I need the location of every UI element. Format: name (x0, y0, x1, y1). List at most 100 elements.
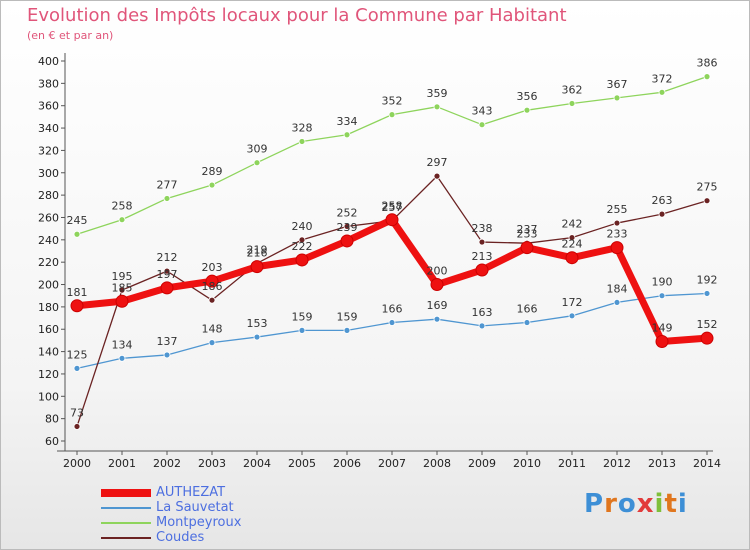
data-point (430, 278, 444, 292)
data-point (478, 322, 486, 330)
x-tick-label: 2006 (333, 457, 361, 470)
data-label: 212 (157, 251, 178, 264)
data-point (655, 335, 669, 349)
data-point (343, 326, 351, 334)
data-label: 137 (157, 335, 178, 348)
data-label: 219 (247, 243, 268, 256)
y-tick-label: 300 (38, 167, 59, 180)
data-label: 222 (292, 240, 313, 253)
data-point (388, 111, 396, 119)
data-label: 216 (247, 247, 268, 260)
data-label: 190 (652, 276, 673, 289)
data-label: 352 (382, 95, 403, 108)
x-tick-label: 2011 (558, 457, 586, 470)
legend-swatch (101, 537, 151, 539)
x-tick-label: 2009 (468, 457, 496, 470)
y-tick-label: 360 (38, 100, 59, 113)
legend-swatch (101, 489, 151, 497)
data-label: 309 (247, 143, 268, 156)
data-label: 153 (247, 317, 268, 330)
data-label: 149 (652, 322, 673, 335)
data-point (343, 223, 351, 230)
data-point (613, 219, 621, 227)
x-tick-label: 2005 (288, 457, 316, 470)
data-label: 252 (337, 206, 358, 219)
data-point (478, 238, 486, 246)
y-tick-label: 240 (38, 234, 59, 247)
x-tick-label: 2012 (603, 457, 631, 470)
data-point (73, 423, 81, 430)
y-tick-label: 100 (38, 390, 59, 403)
data-point (433, 172, 441, 180)
legend-swatch (101, 507, 151, 509)
data-label: 203 (202, 261, 223, 274)
data-point (295, 253, 309, 267)
x-tick-label: 2000 (63, 457, 91, 470)
y-tick-label: 120 (38, 368, 59, 381)
data-point (343, 131, 351, 139)
data-label: 275 (697, 181, 718, 194)
data-point (658, 210, 666, 218)
data-label: 233 (607, 228, 628, 241)
data-point (523, 319, 531, 326)
data-label: 277 (157, 178, 178, 191)
data-point (253, 333, 261, 341)
data-label: 359 (427, 87, 448, 100)
data-point (163, 351, 171, 359)
data-point (163, 195, 171, 202)
data-point (520, 241, 534, 255)
data-point (298, 236, 306, 244)
y-tick-label: 280 (38, 189, 59, 202)
y-tick-label: 180 (38, 301, 59, 314)
data-label: 343 (472, 105, 493, 118)
data-label: 197 (157, 268, 178, 281)
data-point (433, 315, 441, 323)
data-label: 125 (67, 348, 88, 361)
data-label: 334 (337, 115, 358, 128)
data-label: 200 (427, 265, 448, 278)
data-point (703, 290, 711, 297)
y-tick-label: 260 (38, 211, 59, 224)
data-point (568, 312, 576, 320)
data-label: 166 (382, 303, 403, 316)
legend-label: La Sauvetat (156, 500, 234, 515)
data-label: 159 (292, 310, 313, 323)
legend-label: AUTHEZAT (156, 485, 226, 500)
data-point (208, 296, 216, 304)
legend-label: Coudes (156, 530, 205, 545)
series-layer (70, 73, 714, 430)
data-label: 159 (337, 310, 358, 323)
data-point (658, 292, 666, 300)
data-label: 163 (472, 306, 493, 319)
data-point (70, 299, 84, 313)
data-point (568, 100, 576, 107)
legend-swatch (101, 522, 151, 524)
y-tick-label: 320 (38, 144, 59, 157)
y-tick-label: 400 (38, 55, 59, 68)
data-point (523, 106, 531, 114)
data-label: 185 (112, 281, 133, 294)
chart-title: Evolution des Impôts locaux pour la Comm… (27, 5, 567, 26)
data-point (565, 251, 579, 265)
data-point (568, 234, 576, 241)
data-label: 238 (472, 222, 493, 235)
data-point (298, 326, 306, 334)
data-point (433, 103, 441, 111)
data-point (700, 331, 714, 345)
data-labels: 245 258 277 289 309 328 334 352 359 343 356 362 367 3… (67, 57, 718, 420)
data-point (73, 364, 81, 372)
data-label: 297 (427, 156, 448, 169)
data-label: 289 (202, 165, 223, 178)
data-point (658, 88, 666, 96)
data-point (118, 286, 126, 294)
data-point (703, 73, 711, 81)
data-point (613, 299, 621, 306)
chart-subtitle: (en € et par an) (27, 29, 114, 42)
data-label: 192 (697, 273, 718, 286)
data-label: 169 (427, 299, 448, 312)
data-label: 186 (202, 280, 223, 293)
x-tick-label: 2014 (693, 457, 721, 470)
y-tick-label: 80 (45, 413, 59, 426)
